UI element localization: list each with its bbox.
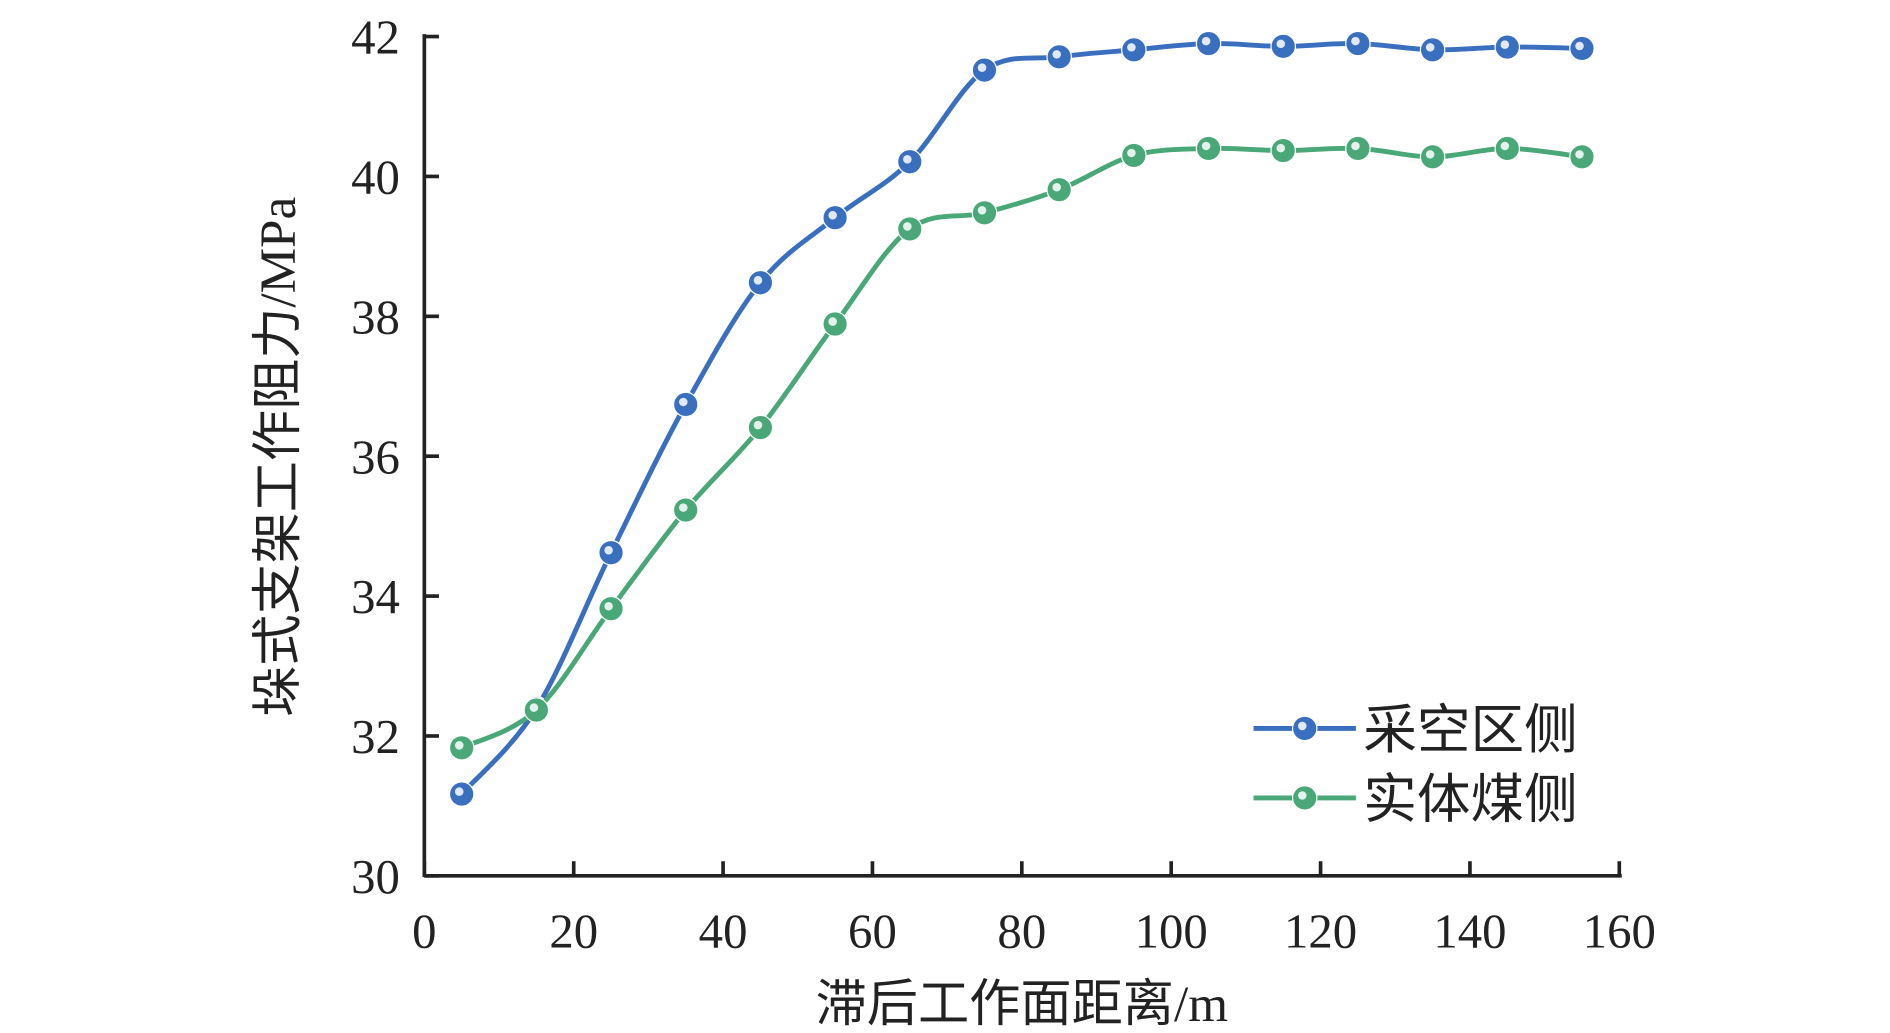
x-tick-label: 80 <box>997 905 1046 959</box>
y-tick-label: 30 <box>351 850 400 904</box>
marker-highlight <box>1052 50 1061 59</box>
marker-highlight <box>1276 39 1286 49</box>
marker-highlight <box>529 703 539 712</box>
x-tick-label: 100 <box>1135 905 1208 959</box>
marker-highlight <box>828 210 837 220</box>
legend-label: 采空区侧 <box>1363 700 1578 760</box>
marker-highlight <box>1276 143 1286 153</box>
marker-highlight <box>604 601 613 611</box>
x-tick-label: 140 <box>1433 905 1506 959</box>
marker-highlight <box>1575 41 1584 51</box>
series-2 <box>448 135 1595 761</box>
marker-highlight <box>1425 150 1435 159</box>
marker-highlight <box>903 222 912 231</box>
series-1 <box>448 30 1595 807</box>
y-tick-label: 38 <box>351 290 400 344</box>
marker-highlight <box>1127 148 1136 158</box>
marker-highlight <box>679 397 688 407</box>
marker-highlight <box>1351 36 1360 46</box>
y-tick-label: 42 <box>351 11 400 65</box>
y-axis-label: 垛式支架工作阻力/MPa <box>250 197 307 717</box>
marker-highlight <box>1052 183 1061 192</box>
marker-highlight <box>454 741 464 750</box>
x-tick-label: 40 <box>699 905 748 959</box>
marker-highlight <box>1500 40 1510 49</box>
axes: 0 20 40 60 80 100 120 140 160 30 32 34 36 38 40 42 <box>351 11 1656 959</box>
marker-highlight <box>1351 141 1360 151</box>
marker-highlight <box>753 420 763 430</box>
x-axis-label: 滞后工作面距离/m <box>816 976 1228 1033</box>
x-tick-label: 20 <box>549 905 598 959</box>
x-tick-label: 160 <box>1583 905 1656 959</box>
marker-highlight <box>828 317 837 326</box>
marker-highlight <box>1298 791 1307 800</box>
marker-highlight <box>1425 43 1435 52</box>
marker-highlight <box>753 276 763 285</box>
marker-highlight <box>977 206 987 215</box>
marker-highlight <box>1575 150 1584 159</box>
series-group <box>448 30 1595 807</box>
marker-highlight <box>1201 141 1211 151</box>
marker-highlight <box>977 63 987 72</box>
x-tick-label: 120 <box>1284 905 1357 959</box>
y-tick-label: 34 <box>351 570 400 624</box>
series-line <box>460 145 1583 751</box>
y-tick-label: 40 <box>351 151 400 205</box>
marker-highlight <box>454 787 464 796</box>
marker-highlight <box>1201 36 1211 46</box>
y-tick-label: 36 <box>351 430 400 484</box>
marker-highlight <box>679 503 688 512</box>
x-tick-label: 60 <box>848 905 897 959</box>
marker-highlight <box>903 155 912 164</box>
x-tick-label: 0 <box>412 905 436 959</box>
marker-highlight <box>1127 43 1136 52</box>
y-tick-label: 32 <box>351 710 400 764</box>
legend-label: 实体煤侧 <box>1363 769 1578 829</box>
marker-highlight <box>1500 141 1510 151</box>
marker-highlight <box>604 546 613 555</box>
marker-highlight <box>1298 721 1307 731</box>
